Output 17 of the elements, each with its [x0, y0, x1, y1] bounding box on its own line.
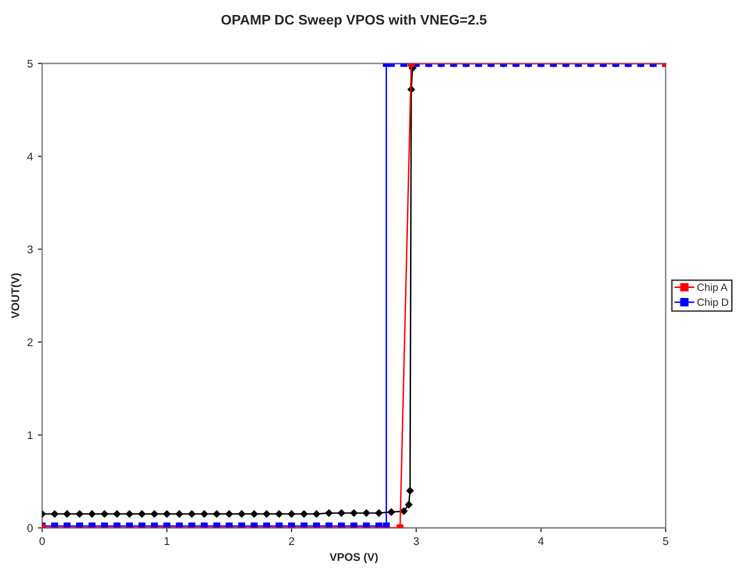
x-tick-label: 2 — [289, 537, 294, 545]
y-tick-label: 2 — [28, 338, 33, 346]
chart-title: OPAMP DC Sweep VPOS with VNEG=2.5 — [221, 14, 487, 28]
y-axis-title: VOUT(V) — [11, 273, 22, 318]
x-tick-label: 3 — [414, 537, 419, 546]
legend-label: Chip A — [697, 283, 728, 294]
x-tick-label: 1 — [164, 537, 170, 545]
x-tick-label: 0 — [40, 537, 45, 546]
y-tick-label: 0 — [27, 524, 33, 532]
y-tick-label: 3 — [27, 245, 33, 254]
x-tick-label: 4 — [538, 537, 544, 545]
legend-label: Chip D — [697, 298, 728, 308]
y-tick-label: 1 — [28, 431, 33, 440]
x-tick-label: 5 — [663, 537, 668, 546]
y-tick-label: 5 — [27, 60, 33, 68]
y-tick-label: 4 — [27, 152, 33, 160]
x-axis-title: VPOS (V) — [330, 552, 378, 564]
